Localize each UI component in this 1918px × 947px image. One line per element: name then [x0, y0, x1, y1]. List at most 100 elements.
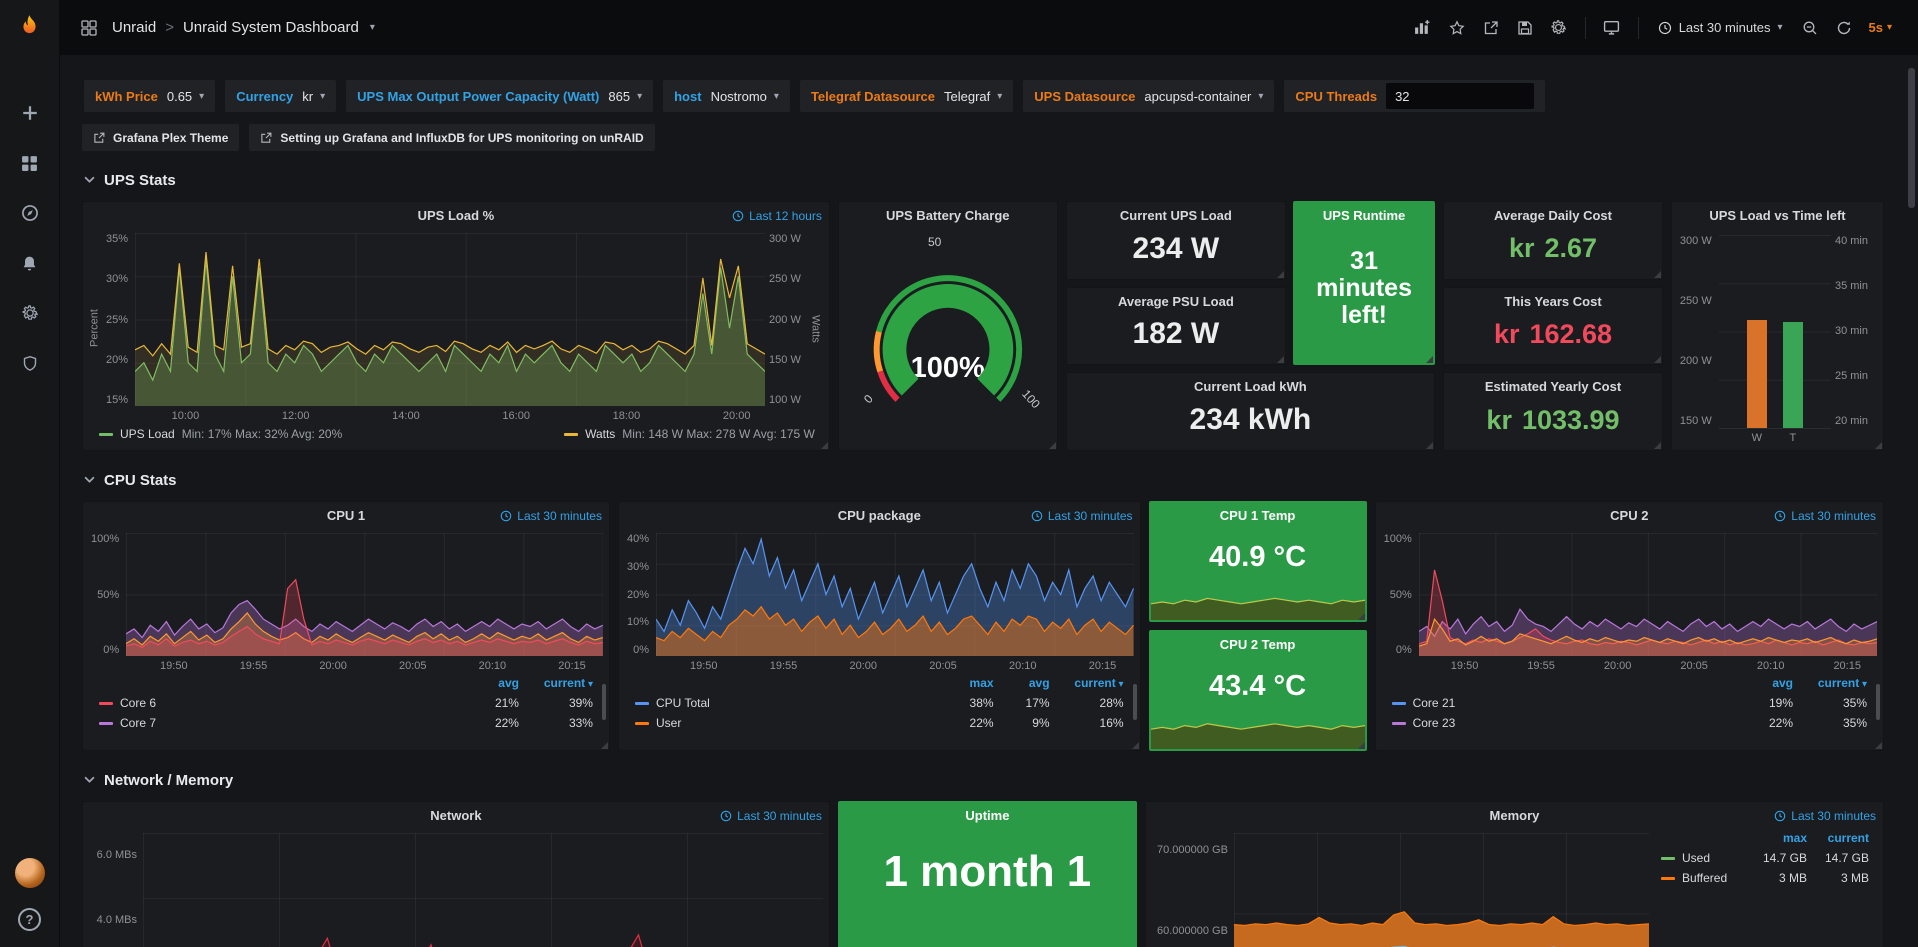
user-avatar[interactable] [14, 858, 45, 888]
stat-title[interactable]: CPU 2 Temp [1219, 637, 1296, 652]
legend-header-current[interactable]: current [1827, 831, 1869, 845]
panel-resize-handle[interactable] [600, 742, 608, 749]
stat-title[interactable]: Current Load kWh [1194, 379, 1307, 395]
page-scrollbar[interactable] [1908, 68, 1915, 208]
sidebar-item-alerting[interactable] [13, 246, 47, 280]
panel-resize-handle[interactable] [1048, 442, 1056, 449]
section-network-memory[interactable]: Network / Memory [84, 767, 1884, 793]
panel-title[interactable]: Memory [1489, 808, 1540, 823]
sidebar-item-server-admin[interactable] [13, 346, 47, 380]
legend-header-avg[interactable]: avg [498, 676, 519, 690]
stat-title[interactable]: Average Daily Cost [1493, 208, 1612, 223]
dashboard-dropdown-caret-icon[interactable] [370, 22, 375, 33]
stat-title[interactable]: CPU 1 Temp [1219, 508, 1296, 523]
panel-resize-handle[interactable] [820, 442, 828, 449]
variable-kwh-price[interactable]: kWh Price 0.65 [84, 80, 216, 112]
refresh-button[interactable] [1829, 13, 1859, 43]
legend-series[interactable]: CPU Total [634, 696, 938, 710]
panel-title[interactable]: UPS Load % [417, 208, 495, 223]
panel-resize-handle[interactable] [1875, 442, 1882, 449]
panel-resize-handle[interactable] [1426, 356, 1434, 364]
stat-title[interactable]: Uptime [965, 808, 1010, 823]
panel-title[interactable]: CPU package [837, 508, 921, 523]
legend-header-current[interactable]: current [1793, 676, 1867, 690]
variable-ups-datasource[interactable]: UPS Datasource apcupsd-container [1023, 80, 1275, 112]
legend-header-max[interactable]: max [1782, 831, 1807, 845]
stat-title[interactable]: Estimated Yearly Cost [1484, 379, 1622, 395]
clock-icon [500, 510, 512, 522]
save-button[interactable] [1510, 13, 1540, 43]
y-axis-label-left: Percent [88, 309, 101, 348]
legend-series[interactable]: Core 7 [99, 716, 457, 730]
refresh-interval-picker[interactable]: 5s [1863, 20, 1899, 35]
grafana-logo[interactable] [0, 0, 59, 54]
legend-header-avg[interactable]: avg [1772, 676, 1793, 690]
panel-resize-handle[interactable] [1131, 742, 1139, 749]
sidebar-item-explore[interactable] [13, 196, 47, 230]
series-name[interactable]: Watts [585, 427, 616, 441]
link-label: Grafana Plex Theme [113, 130, 229, 145]
star-icon [1449, 19, 1465, 35]
legend-header-max[interactable]: max [969, 676, 994, 690]
bar-W [1746, 319, 1767, 428]
add-panel-button[interactable] [1408, 13, 1438, 43]
legend-header-current[interactable]: current [1050, 676, 1124, 690]
link-ups-monitoring-guide[interactable]: Setting up Grafana and InfluxDB for UPS … [249, 124, 655, 151]
legend-series[interactable]: Core 23 [1391, 716, 1731, 730]
panel-resize-handle[interactable] [1277, 356, 1285, 364]
cycle-view-mode-button[interactable] [1597, 13, 1627, 43]
variable-host[interactable]: host Nostromo [663, 80, 790, 112]
star-button[interactable] [1442, 13, 1472, 43]
sidebar-item-dashboards[interactable] [13, 146, 47, 180]
variable-telegraf-datasource[interactable]: Telegraf Datasource Telegraf [799, 80, 1014, 112]
panel-resize-handle[interactable] [1875, 742, 1882, 749]
time-range-picker[interactable]: Last 30 minutes [1650, 13, 1791, 43]
legend-series[interactable]: Buffered [1661, 871, 1745, 885]
cpu-threads-input[interactable]: 32 [1386, 83, 1535, 109]
breadcrumb-folder[interactable]: Unraid [112, 19, 157, 36]
legend-series[interactable]: Core 21 [1391, 696, 1731, 710]
dashboard-grid-icon[interactable] [74, 13, 104, 43]
panel-title[interactable]: CPU 1 [326, 508, 366, 523]
dashboard-settings-button[interactable] [1544, 13, 1574, 43]
panel-title[interactable]: UPS Load vs Time left [1709, 208, 1846, 223]
link-grafana-plex-theme[interactable]: Grafana Plex Theme [82, 124, 240, 151]
legend-series[interactable]: User [634, 716, 938, 730]
share-button[interactable] [1476, 13, 1506, 43]
series-name[interactable]: UPS Load [120, 427, 175, 441]
sidebar-item-create[interactable] [13, 96, 47, 130]
section-ups-stats[interactable]: UPS Stats [84, 167, 1884, 193]
legend-series[interactable]: Used [1661, 851, 1745, 865]
breadcrumb-dashboard-title[interactable]: Unraid System Dashboard [182, 19, 359, 36]
stat-title[interactable]: UPS Runtime [1322, 208, 1406, 223]
help-icon[interactable] [18, 908, 41, 931]
panel-title[interactable]: CPU 2 [1610, 508, 1649, 523]
panel-resize-handle[interactable] [1357, 742, 1365, 749]
zoom-out-button[interactable] [1795, 13, 1825, 43]
variable-ups-max-output[interactable]: UPS Max Output Power Capacity (Watt) 865 [346, 80, 654, 112]
panel-title[interactable]: Network [430, 808, 482, 823]
panel-resize-handle[interactable] [1357, 613, 1365, 620]
section-cpu-stats[interactable]: CPU Stats [84, 467, 1884, 493]
panel-resize-handle[interactable] [1653, 356, 1661, 364]
sidebar-item-configuration[interactable] [13, 296, 47, 330]
panel-memory: Memory Last 30 minutes 70.000000 GB 60.00… [1144, 801, 1884, 947]
stat-title[interactable]: This Years Cost [1504, 293, 1602, 309]
axis-tick-label: 150 W [769, 353, 801, 366]
panel-resize-handle[interactable] [1277, 270, 1285, 278]
axis-tick-label: 70.000000 GB [1157, 844, 1228, 857]
variable-currency[interactable]: Currency kr [225, 80, 337, 112]
panel-resize-handle[interactable] [1653, 270, 1661, 278]
legend-header-avg[interactable]: avg [1028, 676, 1050, 690]
panel-resize-handle[interactable] [1426, 441, 1434, 449]
panel-resize-handle[interactable] [1653, 442, 1661, 450]
legend-series[interactable]: Core 6 [99, 696, 457, 710]
axis-tick-label: 50% [1389, 588, 1412, 601]
stat-title[interactable]: Average PSU Load [1117, 293, 1234, 309]
panel-title[interactable]: UPS Battery Charge [885, 208, 1010, 223]
legend-header-current[interactable]: current [519, 676, 593, 690]
stat-title[interactable]: Current UPS Load [1119, 208, 1232, 223]
